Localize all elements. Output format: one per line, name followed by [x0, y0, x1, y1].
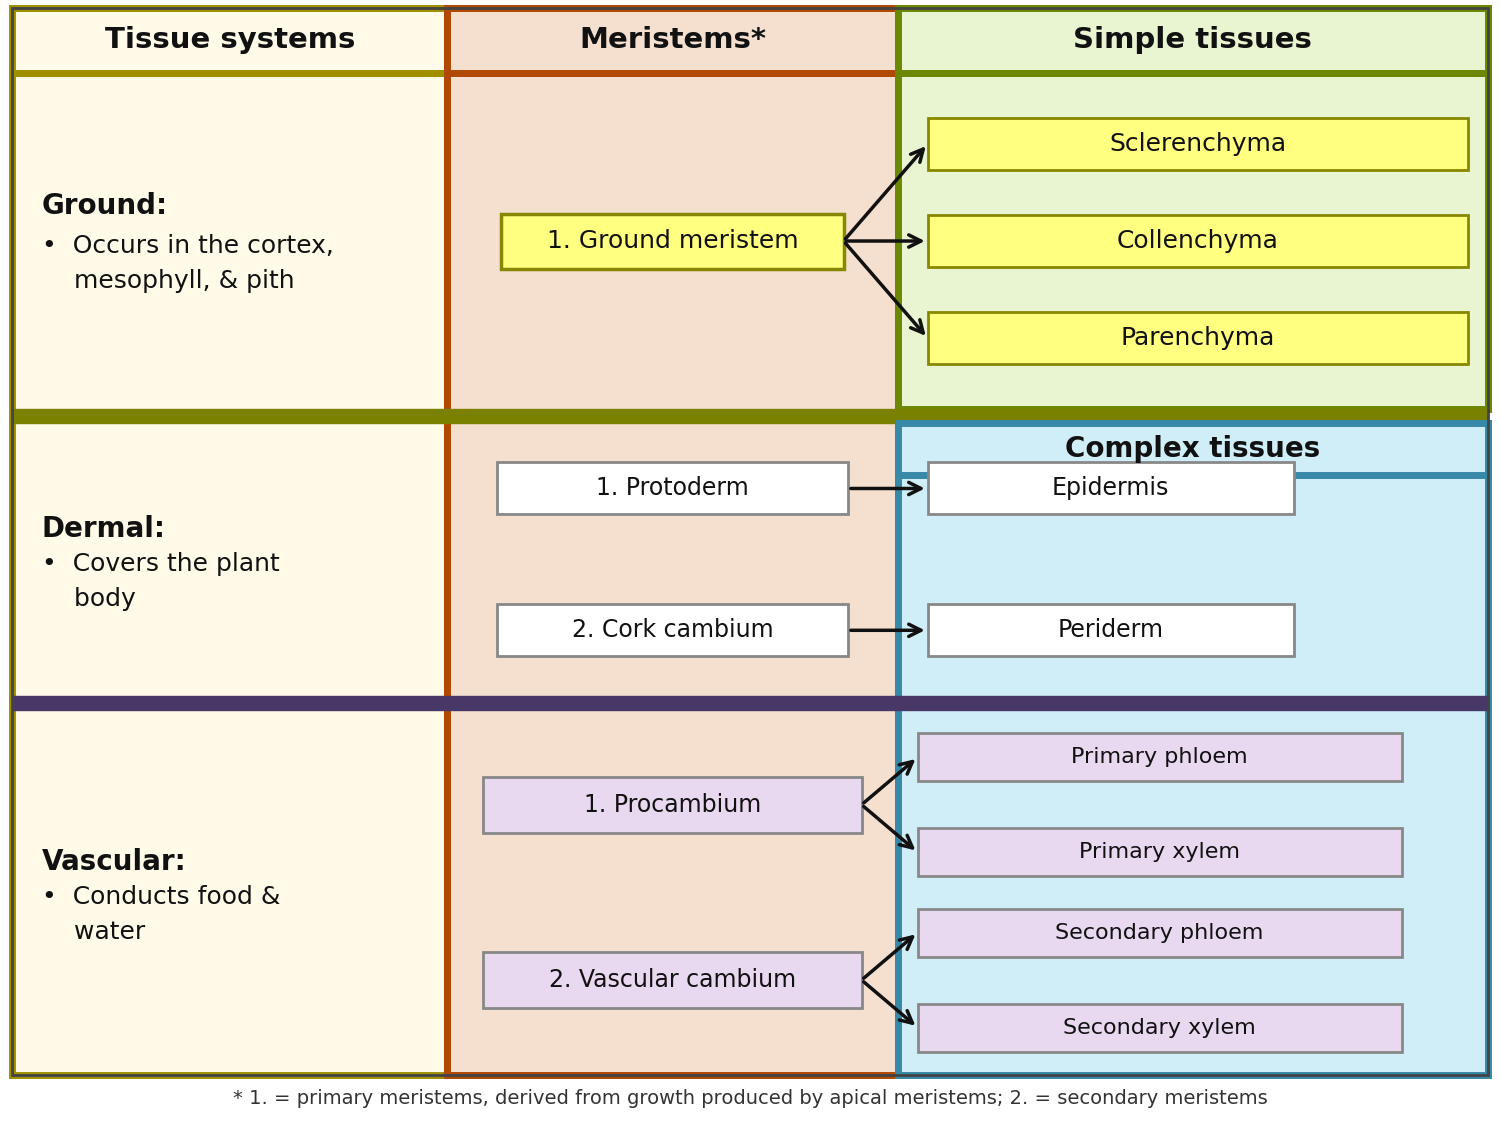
Bar	[483, 776, 861, 832]
Text: 2. Vascular cambium: 2. Vascular cambium	[549, 968, 796, 992]
Bar	[927, 118, 1468, 170]
Text: Sclerenchyma: Sclerenchyma	[1108, 132, 1287, 156]
Bar	[501, 214, 843, 269]
Bar	[897, 8, 1488, 73]
Text: 1. Protoderm: 1. Protoderm	[596, 477, 748, 501]
Text: Secondary phloem: Secondary phloem	[1056, 922, 1264, 943]
Text: Periderm: Periderm	[1058, 619, 1164, 642]
Text: Epidermis: Epidermis	[1052, 477, 1170, 501]
Bar	[927, 312, 1468, 364]
Bar	[897, 73, 1488, 410]
Text: water: water	[42, 920, 146, 944]
Text: Meristems*: Meristems*	[579, 27, 766, 54]
Bar	[496, 462, 847, 514]
Bar	[483, 952, 861, 1008]
Bar	[447, 8, 897, 73]
Bar	[496, 604, 847, 656]
Text: Complex tissues: Complex tissues	[1065, 435, 1320, 463]
Bar	[897, 423, 1488, 475]
Text: Collenchyma: Collenchyma	[1118, 229, 1278, 253]
Text: Parenchyma: Parenchyma	[1120, 326, 1275, 350]
Text: Dermal:: Dermal:	[42, 515, 166, 543]
Bar	[918, 828, 1401, 876]
Bar	[927, 215, 1468, 267]
Bar	[918, 734, 1401, 781]
Text: 2. Cork cambium: 2. Cork cambium	[572, 619, 774, 642]
Text: Secondary xylem: Secondary xylem	[1064, 1017, 1256, 1037]
Text: •  Occurs in the cortex,: • Occurs in the cortex,	[42, 234, 334, 258]
Text: Vascular:: Vascular:	[42, 848, 186, 876]
Text: body: body	[42, 587, 135, 611]
Text: Tissue systems: Tissue systems	[105, 27, 356, 54]
Text: * 1. = primary meristems, derived from growth produced by apical meristems; 2. =: * 1. = primary meristems, derived from g…	[232, 1089, 1268, 1108]
Bar	[12, 695, 1488, 710]
Bar	[918, 909, 1401, 956]
Bar	[447, 73, 897, 1076]
Text: 1. Ground meristem: 1. Ground meristem	[546, 229, 798, 253]
Bar	[12, 73, 447, 1076]
Text: •  Conducts food &: • Conducts food &	[42, 885, 280, 909]
Text: Simple tissues: Simple tissues	[1074, 27, 1312, 54]
Text: Primary phloem: Primary phloem	[1071, 747, 1248, 767]
Text: Primary xylem: Primary xylem	[1078, 843, 1240, 862]
Bar	[12, 410, 1488, 423]
Bar	[897, 423, 1488, 1076]
Bar	[918, 1004, 1401, 1052]
Bar	[927, 604, 1293, 656]
Text: •  Covers the plant: • Covers the plant	[42, 552, 279, 576]
Text: 1. Procambium: 1. Procambium	[584, 793, 760, 817]
Bar	[12, 8, 447, 73]
Bar	[927, 462, 1293, 514]
Text: Ground:: Ground:	[42, 192, 168, 221]
Text: mesophyll, & pith: mesophyll, & pith	[42, 269, 294, 292]
